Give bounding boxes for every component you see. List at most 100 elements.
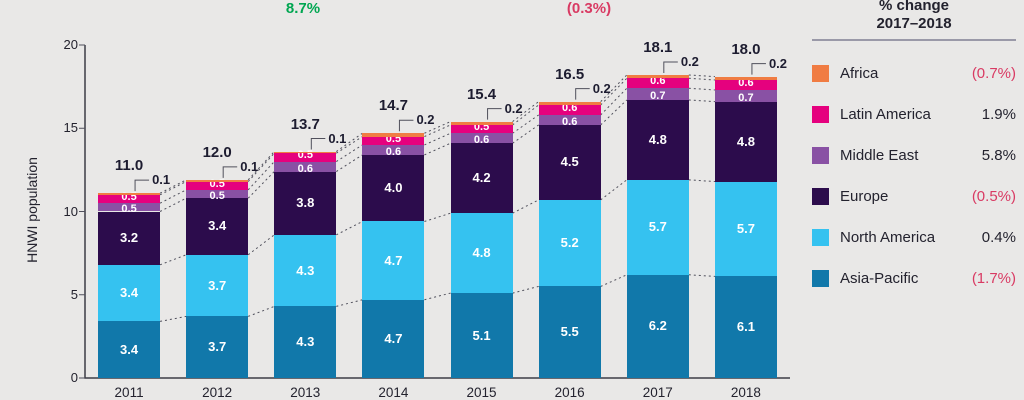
- bar-segment-latin-america: [538, 104, 601, 115]
- bar-segment-middle-east: [186, 189, 249, 199]
- legend-swatch: [812, 106, 829, 123]
- segment-value-label: 0.5: [121, 203, 137, 216]
- y-axis-title: HNWI population: [24, 157, 40, 263]
- bar-segment-asia-pacific: [626, 274, 689, 378]
- x-axis-label: 2015: [466, 385, 497, 400]
- bar-segment-africa: [186, 179, 249, 182]
- segment-value-label: 4.8: [736, 133, 755, 149]
- bar-segment-asia-pacific: [714, 276, 777, 378]
- total-label: 13.7: [290, 115, 320, 133]
- bar-segment-latin-america: [450, 124, 513, 134]
- legend-label: Latin America: [840, 106, 931, 123]
- bar-segment-north-america: [538, 199, 601, 287]
- segment-value-label: 0.6: [297, 162, 313, 175]
- legend-item-europe: Europe (0.5%): [812, 176, 1016, 217]
- segment-value-label: 0.6: [385, 145, 402, 158]
- africa-value-label: 0.2: [592, 80, 611, 96]
- segment-value-label: 3.2: [120, 230, 139, 246]
- legend-item-latin-america: Latin America 1.9%: [812, 94, 1016, 135]
- legend-swatch: [812, 270, 829, 287]
- bar-segment-africa: [98, 193, 161, 195]
- segment-value-label: 4.3: [296, 262, 315, 278]
- bar-segment-europe: [714, 101, 777, 182]
- growth-annotation-positive: 8.7%: [285, 0, 321, 17]
- legend-label: North America: [840, 229, 936, 246]
- bar-segment-africa: [274, 151, 337, 154]
- legend-label: Middle East: [840, 147, 919, 164]
- bar-segment-latin-america: [714, 79, 777, 90]
- legend-value: 0.4%: [981, 229, 1016, 246]
- segment-value-label: 5.2: [560, 235, 579, 251]
- segment-value-label: 0.6: [473, 134, 490, 147]
- bar-segment-europe: [274, 171, 337, 235]
- bar-segment-latin-america: [274, 153, 337, 162]
- bar-segment-europe: [362, 154, 425, 222]
- africa-value-label: 0.1: [328, 130, 347, 146]
- segment-value-label: 5.1: [472, 327, 491, 343]
- legend-item-asia-pacific: Asia-Pacific (1.7%): [812, 258, 1016, 299]
- total-label: 18.0: [731, 40, 761, 58]
- bar-segment-europe: [186, 198, 249, 255]
- legend-label: Asia-Pacific: [840, 270, 919, 287]
- bar-segment-north-america: [362, 221, 425, 300]
- bar-segment-middle-east: [538, 114, 601, 125]
- segment-value-label: 5.5: [560, 324, 579, 340]
- segment-value-label: 0.7: [650, 90, 666, 103]
- segment-value-label: 0.5: [209, 177, 225, 190]
- segment-value-label: 0.6: [562, 115, 578, 128]
- y-tick-label: 20: [63, 37, 78, 52]
- legend-items: Africa (0.7%) Latin America 1.9% Middle East…: [812, 53, 1016, 299]
- x-axis-label: 2013: [290, 385, 321, 400]
- legend-label: Africa: [840, 65, 879, 82]
- bar-segment-north-america: [274, 234, 337, 307]
- segment-value-label: 0.7: [738, 91, 754, 104]
- africa-value-label: 0.1: [240, 158, 259, 174]
- segment-value-label: 6.2: [648, 318, 667, 334]
- legend-value: (0.7%): [971, 65, 1016, 82]
- bar-segment-africa: [538, 101, 601, 105]
- legend-item-africa: Africa (0.7%): [812, 53, 1016, 94]
- segment-value-label: 3.4: [120, 285, 139, 301]
- segment-value-label: 0.5: [121, 191, 137, 203]
- bar-segment-middle-east: [714, 89, 777, 102]
- bar-segment-middle-east: [362, 144, 425, 155]
- bar-segment-latin-america: [186, 181, 249, 190]
- legend-swatch: [812, 188, 829, 205]
- bar-segment-asia-pacific: [538, 286, 601, 378]
- segment-value-label: 0.5: [297, 149, 313, 162]
- x-axis-label: 2017: [642, 385, 673, 400]
- legend-swatch: [812, 147, 829, 164]
- bar-segment-middle-east: [450, 133, 513, 144]
- x-axis-label: 2012: [202, 385, 233, 400]
- segment-value-label: 3.4: [208, 218, 227, 234]
- bar-segment-north-america: [450, 213, 513, 294]
- y-tick-label: 10: [63, 203, 78, 219]
- growth-annotation-negative: (0.3%): [566, 0, 612, 17]
- segment-value-label: 4.0: [384, 180, 403, 196]
- segment-value-label: 4.8: [648, 131, 667, 147]
- africa-value-label: 0.2: [504, 100, 523, 116]
- bar-segment-middle-east: [98, 203, 161, 212]
- segment-value-label: 3.8: [296, 195, 315, 211]
- legend-value: 5.8%: [981, 147, 1016, 164]
- y-tick-label: 0: [70, 370, 78, 385]
- bar-segment-north-america: [98, 264, 161, 322]
- legend-value: 1.9%: [981, 106, 1016, 123]
- bar-segment-latin-america: [98, 194, 161, 204]
- bar-segment-north-america: [626, 179, 689, 275]
- bar-segment-europe: [538, 124, 601, 200]
- bar-segment-africa: [362, 133, 425, 137]
- segment-value-label: 0.6: [738, 76, 754, 89]
- bar-segment-north-america: [186, 254, 249, 317]
- legend-value: (1.7%): [971, 270, 1016, 287]
- legend-value: (0.5%): [971, 188, 1016, 205]
- segment-value-label: 3.4: [120, 341, 139, 357]
- bar-segment-europe: [98, 211, 161, 265]
- africa-value-label: 0.2: [768, 55, 788, 71]
- segment-value-label: 6.1: [736, 319, 755, 335]
- legend-swatch: [812, 65, 829, 82]
- africa-value-label: 0.2: [680, 53, 699, 69]
- legend-header-line1: % change: [878, 0, 950, 14]
- bar-segment-north-america: [714, 181, 777, 277]
